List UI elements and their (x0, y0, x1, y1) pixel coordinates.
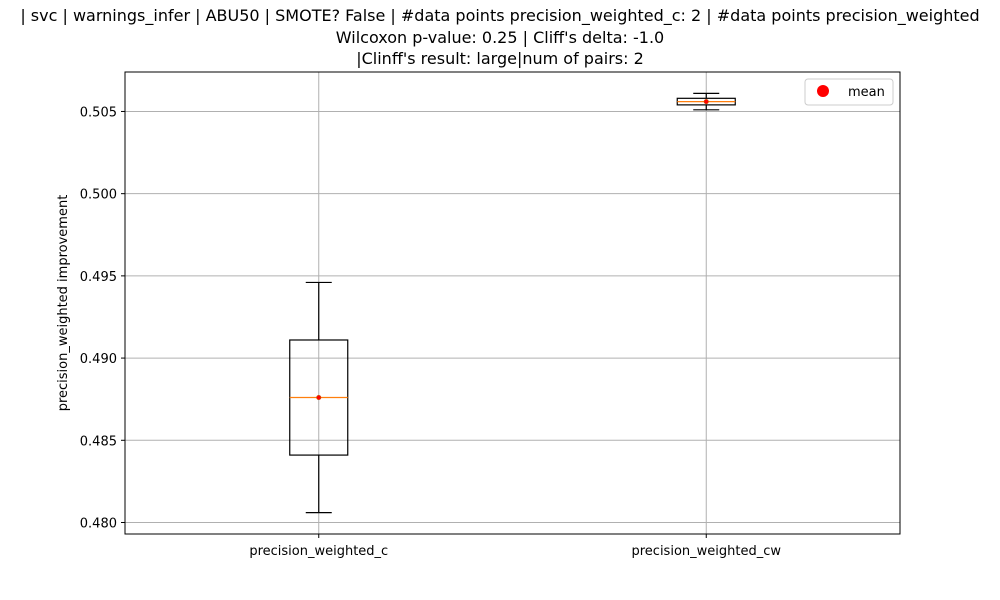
x-tick-label: precision_weighted_c (249, 544, 388, 559)
legend-mean-label: mean (848, 85, 885, 100)
legend-mean-marker (817, 85, 829, 97)
y-tick-label: 0.485 (80, 434, 117, 449)
chart-title-line-1: | svc | warnings_infer | ABU50 | SMOTE? … (20, 6, 980, 25)
box-group (676, 92, 736, 111)
y-axis-label: precision_weighted improvement (56, 195, 71, 412)
x-tick-label: precision_weighted_cw (631, 544, 781, 559)
y-tick-label: 0.500 (80, 188, 117, 203)
plot-frame (124, 71, 901, 535)
y-tick-label: 0.505 (80, 105, 117, 120)
chart-title-line-3: |Clinff's result: large|num of pairs: 2 (356, 49, 644, 68)
y-tick-label: 0.490 (80, 352, 117, 367)
mean-marker (316, 395, 322, 401)
y-tick-label: 0.495 (80, 270, 117, 285)
mean-marker (703, 99, 709, 105)
axes: 0.480 0.485 0.490 0.495 0.500 0.505 precision_… (80, 71, 901, 559)
chart-title-line-2: Wilcoxon p-value: 0.25 | Cliff's delta: … (335, 28, 665, 47)
y-tick-label: 0.480 (80, 516, 117, 531)
legend-frame (804, 78, 894, 106)
grid-lines (125, 72, 900, 534)
legend: mean (804, 78, 894, 106)
box-group (289, 281, 349, 514)
boxes (289, 92, 736, 514)
